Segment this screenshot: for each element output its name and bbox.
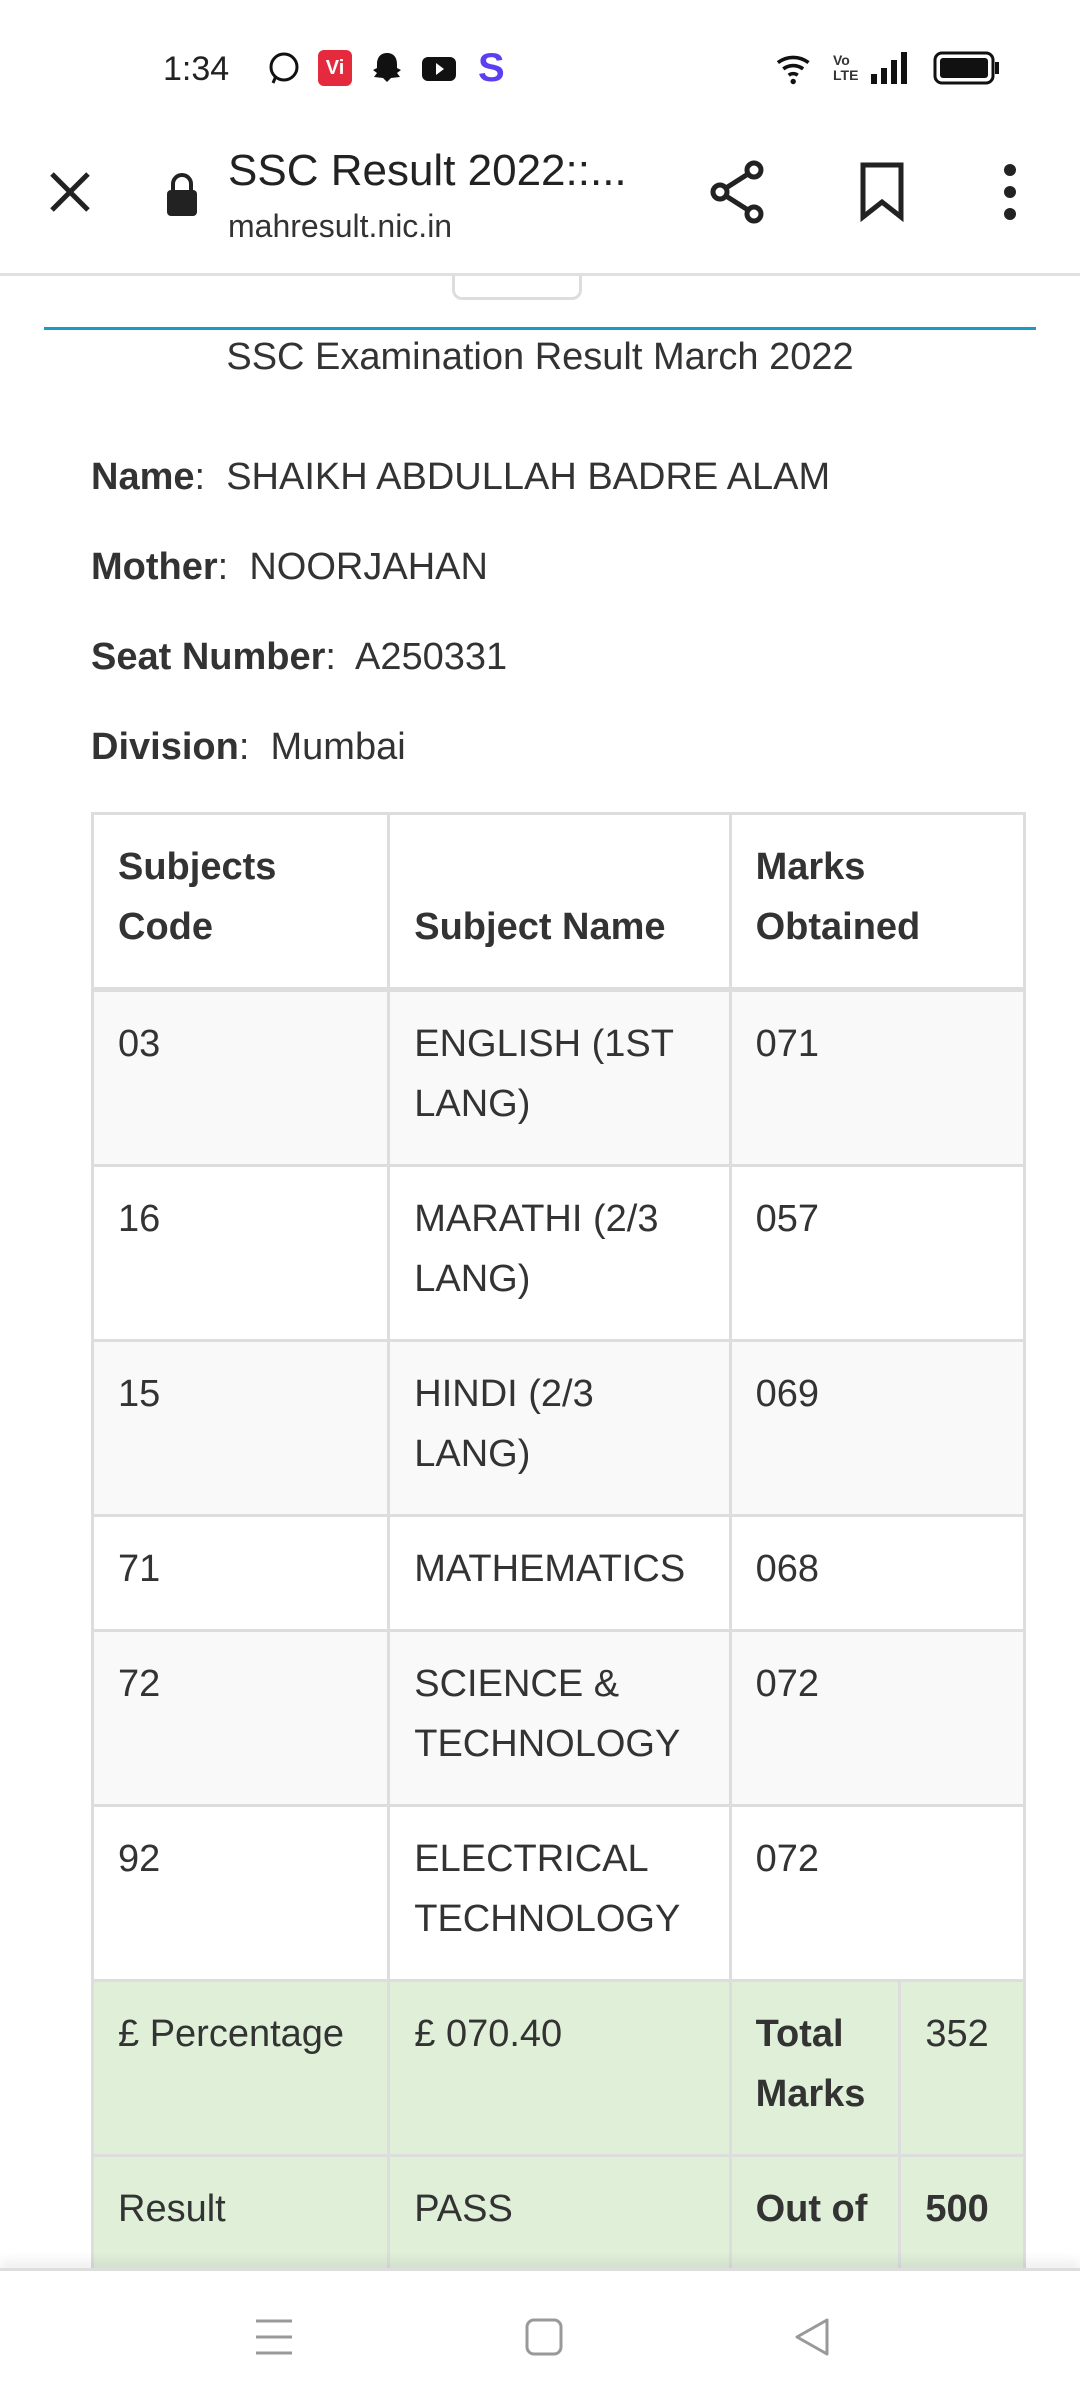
vi-icon: Vi [318,50,352,86]
percentage-value: £ 070.40 [387,1979,732,2157]
subject-code: 16 [90,1164,391,1342]
signal-icon [871,52,907,84]
header-subject: Subject Name [387,812,732,992]
table-row: 03 ENGLISH (1ST LANG) 071 [90,988,1027,1167]
home-icon[interactable] [524,2317,564,2357]
page-tab-handle [452,276,582,300]
subject-name: HINDI (2/3 LANG) [387,1339,732,1517]
recent-apps-icon[interactable] [254,2317,294,2357]
percentage-row: £ Percentage £ 070.40 Total Marks 352 [90,1979,1026,2157]
total-label: Total Marks [728,1979,902,2157]
total-value: 352 [898,1979,1026,2157]
table-header: Subjects Code Subject Name Marks Obtaine… [90,812,1027,992]
subject-code: 15 [90,1339,391,1517]
youtube-icon [422,57,456,81]
result-row: Result PASS Out of 500 [90,2154,1026,2272]
subject-code: 71 [90,1514,391,1632]
subject-name: ENGLISH (1ST LANG) [387,988,732,1167]
percentage-label: £ Percentage [90,1979,391,2157]
marks-obtained: 072 [728,1629,1027,1807]
marks-table: Subjects Code Subject Name Marks Obtaine… [90,812,1027,2352]
subject-code: 72 [90,1629,391,1807]
marks-obtained: 072 [728,1804,1027,1982]
close-icon[interactable] [48,170,92,214]
back-icon[interactable] [793,2317,833,2357]
volte-icon: Vo LTE [833,52,859,83]
result-label: Result [90,2154,391,2272]
table-row: 71 MATHEMATICS 068 [90,1514,1027,1632]
status-bar: 1:34 Vi S Vo LTE [0,0,1080,130]
marks-obtained: 071 [728,988,1027,1167]
navigation-bar [0,2268,1080,2400]
marks-obtained: 069 [728,1339,1027,1517]
bookmark-icon[interactable] [858,162,906,222]
lock-icon [167,173,197,216]
share-icon[interactable] [708,160,768,224]
wifi-icon [776,55,810,85]
page-url[interactable]: mahresult.nic.in [228,208,453,244]
table-row: 72 SCIENCE & TECHNOLOGY 072 [90,1629,1027,1807]
divider [44,327,1036,330]
outof-value: 500 [898,2154,1026,2272]
result-value: PASS [387,2154,732,2272]
subject-code: 03 [90,988,391,1167]
exam-heading: SSC Examination Result March 2022 [226,336,854,378]
division-field: Division: Mumbai [91,726,406,768]
snapchat-icon [373,53,401,82]
seat-number-field: Seat Number: A250331 [91,636,508,678]
subject-code: 92 [90,1804,391,1982]
whatsapp-icon [269,52,299,84]
page-title[interactable]: SSC Result 2022::... [228,146,627,195]
outof-label: Out of [728,2154,902,2272]
table-row: 16 MARATHI (2/3 LANG) 057 [90,1164,1027,1342]
header-marks: Marks Obtained [728,812,1027,992]
subject-name: ELECTRICAL TECHNOLOGY [387,1804,732,1982]
subject-name: MARATHI (2/3 LANG) [387,1164,732,1342]
table-row: 92 ELECTRICAL TECHNOLOGY 072 [90,1804,1027,1982]
mother-field: Mother: NOORJAHAN [91,546,488,588]
browser-toolbar: SSC Result 2022::... mahresult.nic.in [0,130,1080,276]
subject-name: SCIENCE & TECHNOLOGY [387,1629,732,1807]
s-app-icon: S [478,45,505,90]
table-row: 15 HINDI (2/3 LANG) 069 [90,1339,1027,1517]
name-field: Name: SHAIKH ABDULLAH BADRE ALAM [91,456,831,498]
header-code: Subjects Code [90,812,391,992]
subject-name: MATHEMATICS [387,1514,732,1632]
more-options-icon[interactable] [998,162,1022,222]
battery-icon [933,51,999,85]
status-time: 1:34 [163,50,230,88]
marks-obtained: 057 [728,1164,1027,1342]
marks-obtained: 068 [728,1514,1027,1632]
